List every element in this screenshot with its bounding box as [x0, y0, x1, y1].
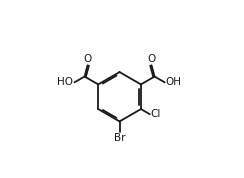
- Text: O: O: [147, 54, 156, 64]
- Text: Br: Br: [114, 133, 125, 143]
- Text: O: O: [83, 54, 92, 64]
- Text: OH: OH: [166, 77, 182, 87]
- Text: Cl: Cl: [151, 109, 161, 119]
- Text: HO: HO: [57, 77, 73, 87]
